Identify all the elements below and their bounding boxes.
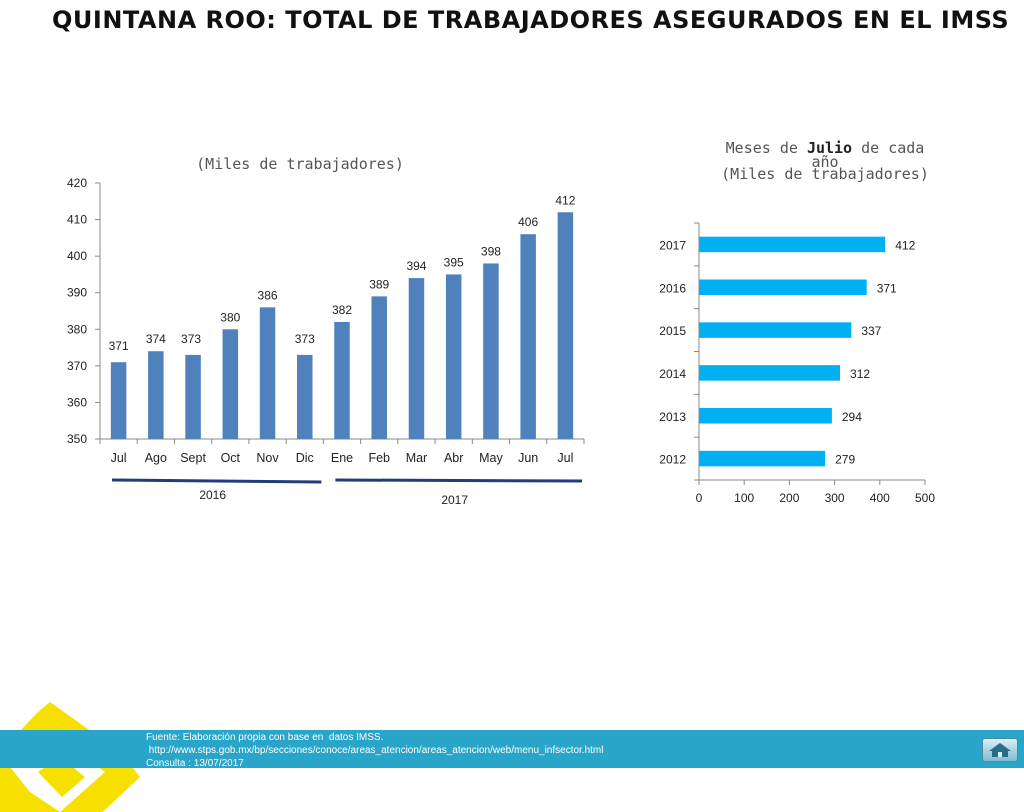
y-tick-label: 420 [67, 176, 87, 190]
data-label: 312 [850, 367, 870, 381]
right-heading-line2: año [811, 153, 839, 171]
y-tick-label: 2017 [659, 238, 686, 252]
bar-mar [408, 278, 425, 439]
x-tick-label: Dic [296, 451, 314, 465]
data-label: 337 [861, 324, 881, 338]
bar-nov [259, 307, 276, 439]
data-label: 373 [295, 332, 315, 346]
data-label: 294 [842, 410, 862, 424]
bar-may [483, 263, 499, 439]
right-heading-month: Julio [806, 139, 853, 157]
y-tick-label: 2013 [659, 410, 686, 424]
bar-ene [334, 321, 350, 439]
footer-line-3: Consulta : 13/07/2017 [146, 758, 244, 769]
x-tick-label: 500 [915, 491, 935, 505]
bar-jul [557, 212, 574, 439]
x-tick-label: Ago [145, 451, 167, 465]
x-tick-label: 400 [870, 491, 890, 505]
data-label: 382 [332, 303, 352, 317]
y-tick-label: 2016 [659, 281, 686, 295]
bar-2016 [699, 279, 867, 295]
year-bracket-line [335, 478, 583, 483]
y-tick-label: 400 [67, 249, 87, 263]
data-label: 398 [481, 244, 501, 258]
bar-jun [520, 234, 536, 439]
data-label: 380 [220, 310, 240, 324]
data-label: 371 [877, 281, 897, 295]
x-tick-label: 200 [779, 491, 799, 505]
x-tick-label: 300 [825, 491, 845, 505]
data-label: 394 [406, 259, 426, 273]
x-tick-label: Nov [256, 451, 279, 465]
home-button[interactable] [982, 738, 1018, 762]
y-tick-label: 370 [67, 359, 87, 373]
y-tick-label: 410 [67, 213, 87, 227]
y-tick-label: 350 [67, 432, 87, 446]
bar-2014 [699, 365, 841, 381]
y-tick-label: 360 [67, 395, 87, 409]
footer-source: Fuente: Elaboración propia con base en d… [146, 731, 603, 770]
x-tick-label: 0 [696, 491, 703, 505]
x-tick-label: Jun [518, 451, 538, 465]
data-label: 406 [518, 215, 538, 229]
x-tick-label: Sept [180, 451, 206, 465]
bar-feb [371, 296, 387, 439]
x-tick-label: Jul [111, 451, 127, 465]
home-icon [989, 743, 1011, 757]
y-tick-label: 2014 [659, 367, 686, 381]
monthly-bar-chart: 350 360 370 380 390 400 410 420 371 Jul 374 Ago 373 S… [67, 176, 585, 507]
x-tick-label: May [479, 451, 503, 465]
bar-2015 [699, 322, 852, 338]
data-label: 386 [258, 288, 278, 302]
bar-oct [222, 329, 239, 439]
bar-dic [297, 354, 313, 439]
yearly-bar-chart: 0 100 200 300 400 500 412 2017 371 2016 337 2015 312… [659, 222, 935, 505]
x-tick-label: Feb [368, 451, 390, 465]
bar-jul [110, 362, 127, 439]
data-label: 279 [835, 453, 855, 467]
bar-2017 [699, 236, 886, 253]
data-label: 374 [146, 332, 166, 346]
bar-sept [185, 354, 201, 439]
data-label: 373 [181, 332, 201, 346]
data-label: 395 [444, 255, 464, 269]
left-chart-subtitle: (Miles de trabajadores) [196, 155, 404, 173]
data-label: 371 [109, 339, 129, 353]
data-label: 412 [555, 193, 575, 207]
bar-ago [148, 351, 164, 439]
data-label: 412 [895, 238, 915, 252]
bar-abr [445, 274, 462, 439]
x-tick-label: Mar [406, 451, 428, 465]
right-heading-prefix: Meses de [725, 139, 807, 157]
footer-line-2: http://www.stps.gob.mx/bp/secciones/cono… [146, 745, 604, 756]
page-title: QUINTANA ROO: TOTAL DE TRABAJADORES ASEG… [52, 6, 1010, 34]
footer-line-1: Fuente: Elaboración propia con base en d… [146, 732, 384, 743]
y-tick-label: 2015 [659, 324, 686, 338]
x-tick-label: Oct [221, 451, 241, 465]
right-heading-suffix: de cada [852, 139, 925, 157]
y-tick-label: 390 [67, 286, 87, 300]
year-group-label: 2016 [199, 488, 226, 502]
right-heading-line3: (Miles de trabajadores) [721, 165, 929, 183]
bar-2012 [699, 450, 826, 467]
year-group-label: 2017 [441, 493, 468, 507]
footer-bar [0, 730, 1024, 768]
y-tick-label: 2012 [659, 453, 686, 467]
year-bracket-line [111, 478, 322, 484]
x-tick-label: Jul [557, 451, 573, 465]
data-label: 389 [369, 277, 389, 291]
right-chart-heading: Meses de Julio de cada año (Miles de tra… [700, 140, 950, 182]
x-tick-label: Ene [331, 451, 353, 465]
x-tick-label: Abr [444, 451, 463, 465]
x-tick-label: 100 [734, 491, 754, 505]
y-tick-label: 380 [67, 322, 87, 336]
bar-2013 [699, 408, 832, 424]
